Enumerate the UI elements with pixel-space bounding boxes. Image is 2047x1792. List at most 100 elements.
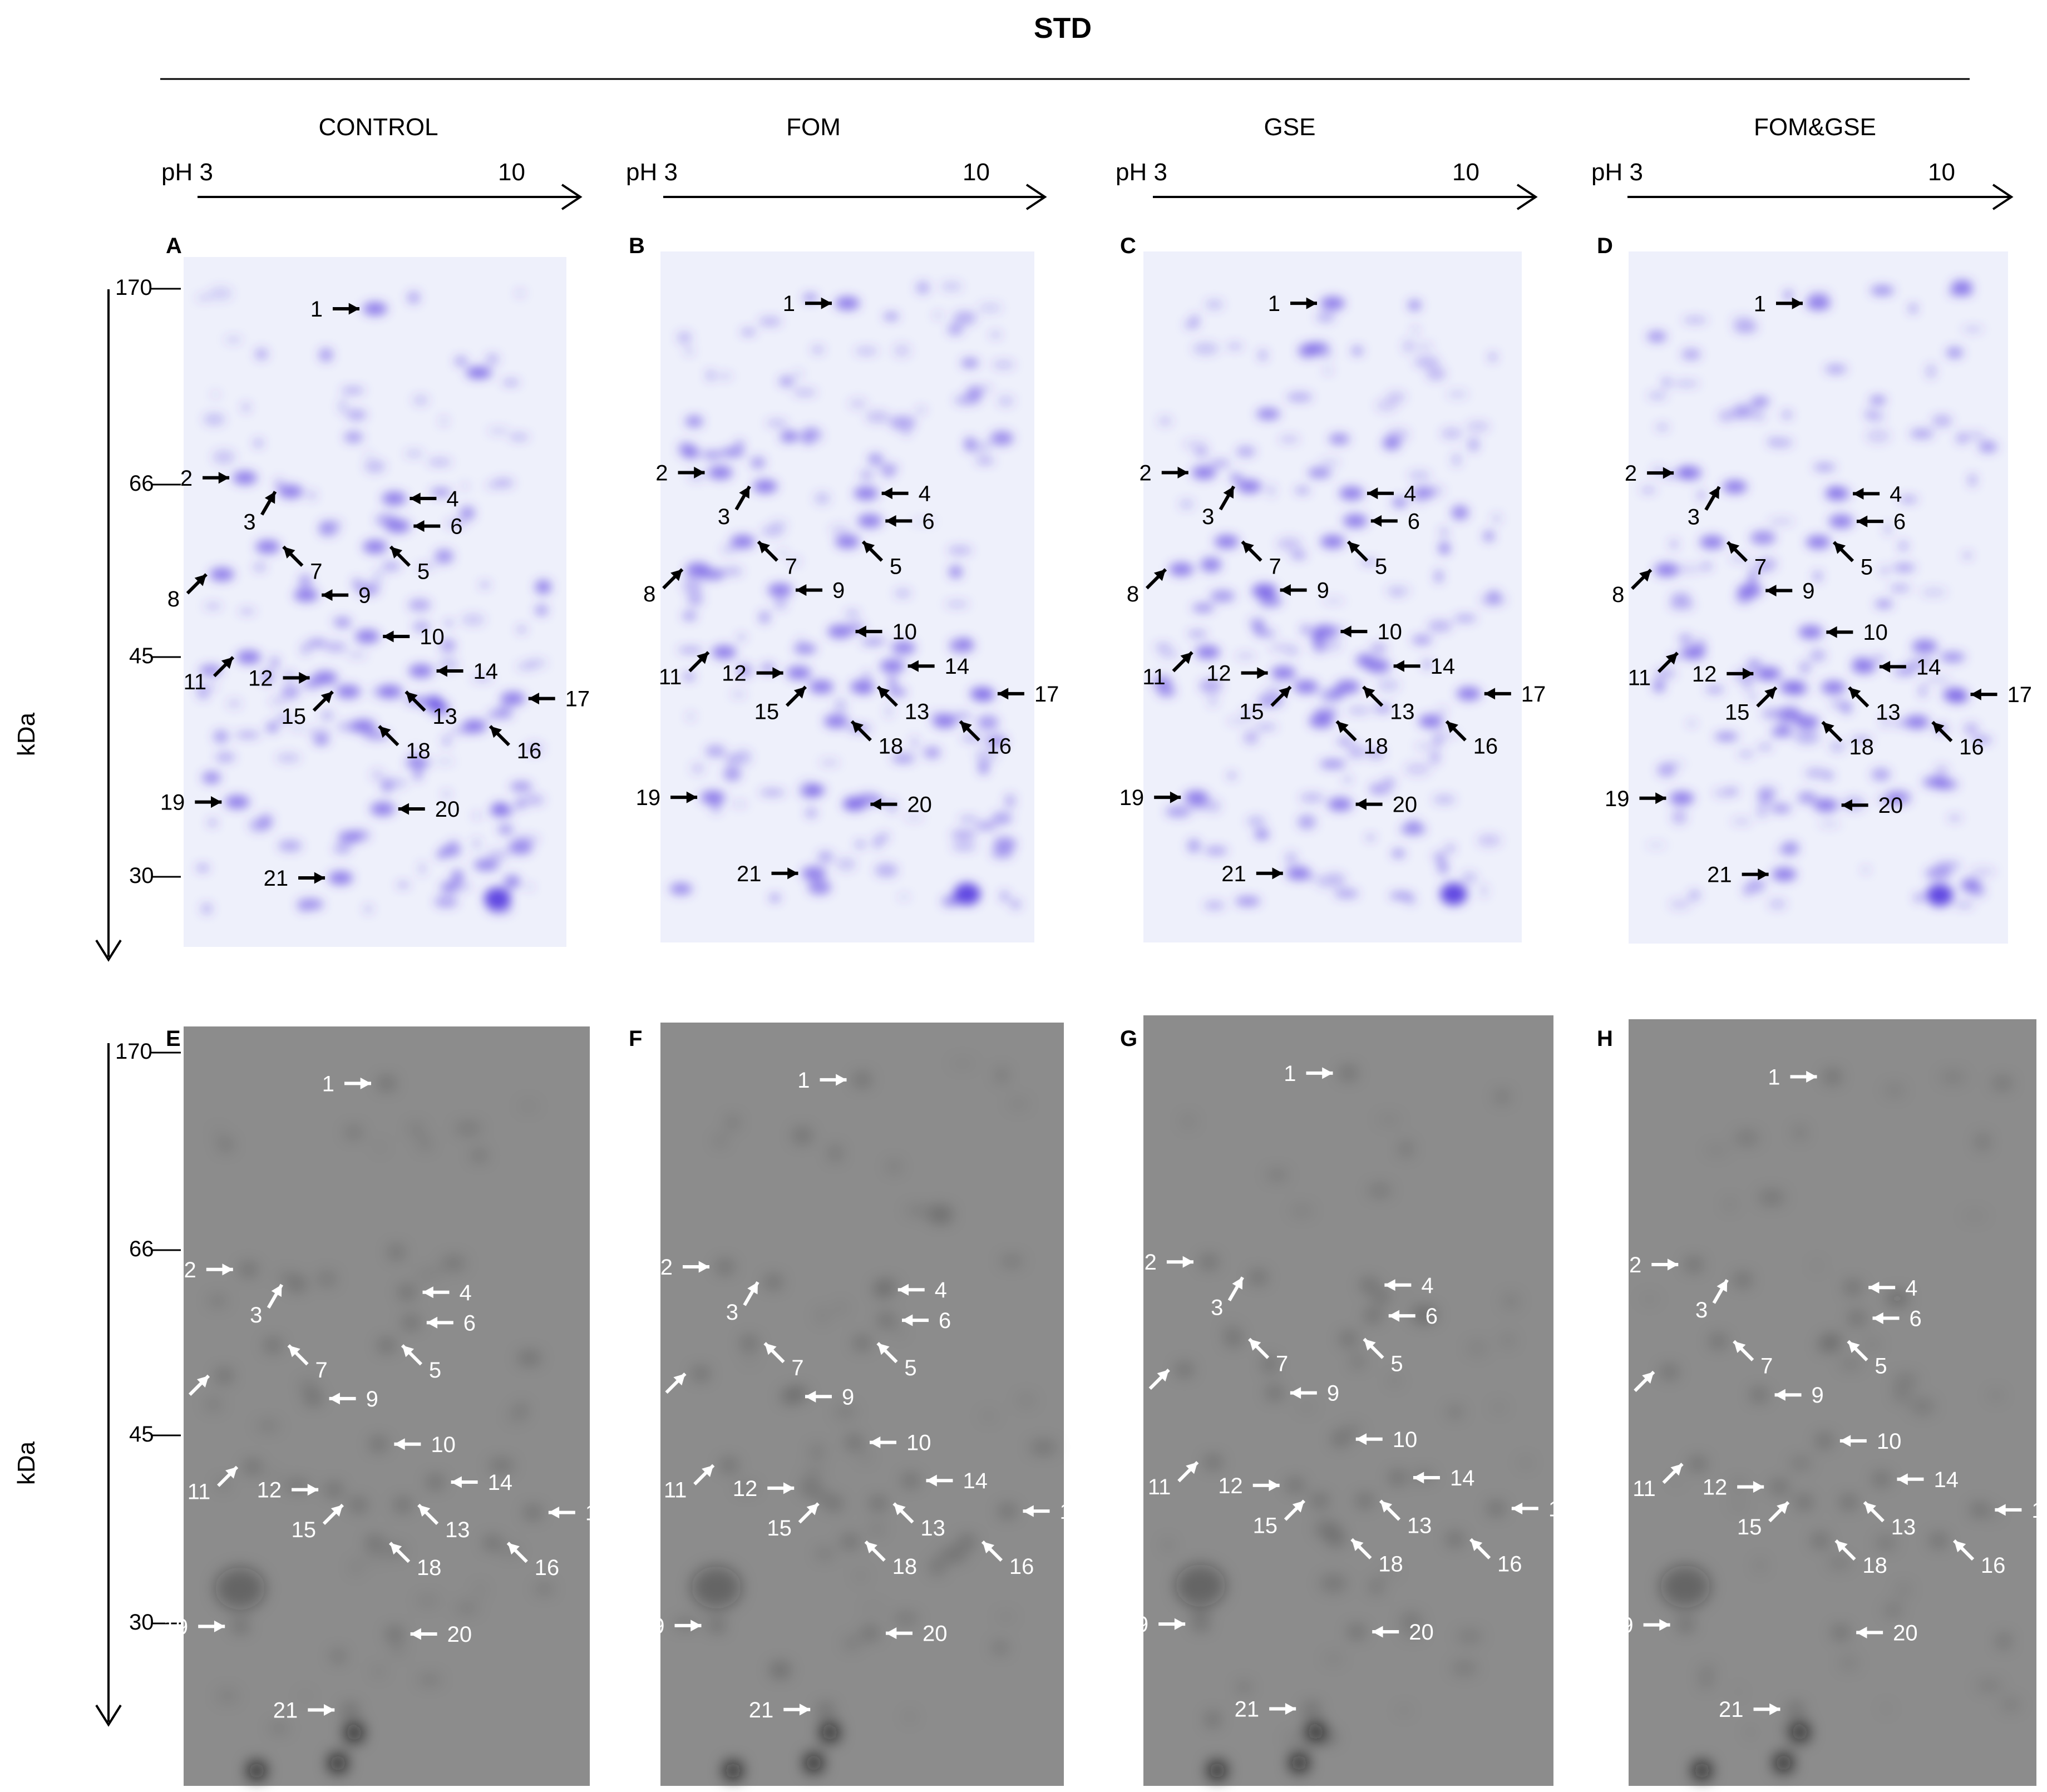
gel-spot <box>683 575 702 580</box>
arrow-head <box>1743 668 1754 680</box>
gel-spot <box>1774 1754 1793 1772</box>
arrow-head <box>221 657 233 669</box>
gel-spot <box>1940 652 1965 663</box>
gel-spot <box>300 1379 317 1393</box>
spot-number: 21 <box>1221 862 1246 886</box>
gel-spot <box>969 687 994 700</box>
gel-spot <box>1311 1495 1328 1506</box>
arrow-head <box>528 693 539 705</box>
gel-spot <box>1893 564 1916 571</box>
gel-background <box>660 251 1034 942</box>
gel-spot <box>977 715 999 730</box>
gel-spot <box>951 831 976 839</box>
gel-spot <box>364 905 373 914</box>
arrow-head <box>881 487 892 500</box>
spot-number: 19 <box>1609 1613 1634 1638</box>
gel-spot <box>1816 1435 1832 1446</box>
spot-arrow-5: 5 <box>861 540 902 579</box>
gel-spot <box>196 295 212 301</box>
gel-spot <box>863 672 871 679</box>
spot-number: 2 <box>1625 461 1637 486</box>
spot-number: 18 <box>879 734 904 758</box>
spot-number: 13 <box>905 699 930 724</box>
gel-spot <box>298 1693 313 1699</box>
spot-number: 7 <box>1760 1354 1773 1379</box>
spot-number: 18 <box>1849 735 1874 759</box>
gel-spot <box>1264 1357 1276 1371</box>
arrow-head <box>1853 487 1864 500</box>
arrow-head <box>1663 467 1674 479</box>
gel-spot <box>1926 364 1936 379</box>
arrow-head <box>1792 297 1803 309</box>
gel-spot <box>1693 1761 1711 1780</box>
gel-spot <box>959 1536 975 1547</box>
arrow-head <box>307 1484 319 1496</box>
arrow-head <box>1642 1371 1654 1384</box>
gel-spot <box>1718 410 1734 422</box>
gel-spot <box>233 1621 249 1632</box>
gel-spot <box>1320 535 1345 549</box>
gel-spot <box>802 293 818 303</box>
gel-spot <box>741 1338 757 1349</box>
gel-spot <box>903 430 910 436</box>
spot-number: 17 <box>565 687 590 712</box>
gel-spot <box>427 458 452 466</box>
gel-spot <box>885 704 892 718</box>
gel-spot <box>978 749 998 762</box>
gel-spot <box>518 1353 541 1363</box>
mw-tick-label-30: 30 <box>129 1610 154 1635</box>
arrow-head <box>686 791 698 803</box>
gel-spot <box>213 730 229 743</box>
gel-spot <box>1401 1631 1425 1636</box>
gel-spot <box>1806 535 1831 549</box>
gel-spot <box>240 1264 257 1275</box>
gel-spot <box>1284 1733 1303 1744</box>
gel-spot <box>735 1484 758 1492</box>
gel-spot <box>1640 487 1656 493</box>
gel-spot <box>1203 902 1225 909</box>
arrow-head <box>1868 1281 1880 1294</box>
gel-spot <box>1998 1635 2010 1648</box>
arrow-head <box>211 796 222 808</box>
spot-arrow-3: 3 <box>1211 1276 1244 1320</box>
gel-spot <box>691 1566 742 1609</box>
gel-spot <box>524 794 545 806</box>
arrow-head <box>329 1393 340 1405</box>
spot-arrow-21: 21 <box>1221 862 1283 886</box>
gel-spot <box>434 896 458 907</box>
spot-number: 7 <box>785 554 797 579</box>
gel-spot <box>829 525 851 535</box>
spot-number: 20 <box>1893 1621 1918 1645</box>
gel-spot <box>879 463 899 472</box>
spot-arrow-17: 17 <box>528 687 590 712</box>
gel-spot <box>702 451 722 459</box>
spot-number: 15 <box>754 699 780 724</box>
arrow-head <box>1367 487 1378 500</box>
arrow-head <box>1834 542 1846 554</box>
gel-spot <box>682 611 697 620</box>
gel-spot <box>1735 1689 1742 1696</box>
gel-spot <box>201 903 213 915</box>
spot-number: 3 <box>243 510 255 534</box>
gel-spot <box>1276 537 1302 550</box>
spot-arrow-12: 12 <box>1703 1475 1764 1500</box>
arrow-head <box>787 867 798 880</box>
arrow-head <box>1667 1258 1679 1271</box>
arrow-head <box>1355 1433 1367 1445</box>
arrow-head <box>225 1467 238 1479</box>
gel-spot <box>259 813 273 828</box>
gel-spot <box>1426 367 1446 381</box>
spot-number: 1 <box>1284 1062 1296 1086</box>
gel-spot <box>1796 1497 1812 1508</box>
gel-spot <box>1755 1559 1765 1572</box>
gel-spot <box>1184 322 1198 328</box>
gel-spot <box>1678 1620 1694 1630</box>
gel-spot <box>363 302 387 315</box>
gel-spot <box>845 610 860 617</box>
spot-number: 2 <box>1145 1250 1157 1275</box>
gel-spot <box>1932 414 1952 427</box>
gel-spot <box>284 1482 310 1490</box>
spot-arrow-17: 17 <box>1511 1497 1573 1521</box>
gel-spot <box>1348 746 1365 758</box>
